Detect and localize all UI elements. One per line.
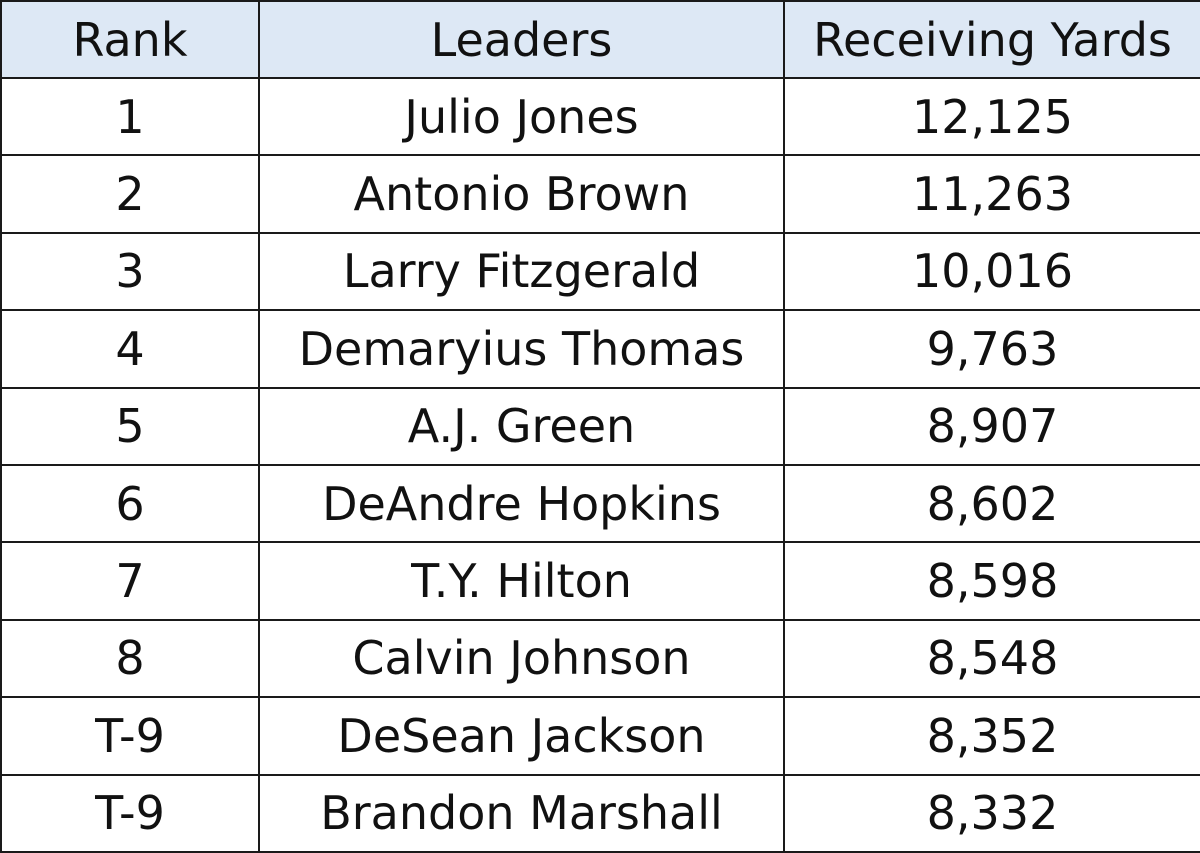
rank-cell: 2 — [0, 154, 260, 234]
rank-cell: 4 — [0, 309, 260, 389]
table-row: 4 Demaryius Thomas 9,763 — [0, 309, 1200, 389]
table-row: 5 A.J. Green 8,907 — [0, 386, 1200, 466]
yards-cell: 8,352 — [783, 696, 1200, 776]
rank-cell: 7 — [0, 541, 260, 621]
leader-name-cell: DeAndre Hopkins — [258, 463, 785, 544]
yards-cell: 8,332 — [783, 773, 1200, 853]
yards-cell: 8,598 — [783, 541, 1200, 621]
table-row: T-9 Brandon Marshall 8,332 — [0, 773, 1200, 853]
yards-cell: 8,907 — [783, 386, 1200, 466]
rank-cell: 1 — [0, 76, 260, 157]
table-header-row: Rank Leaders Receiving Yards — [0, 0, 1200, 79]
table-row: 8 Calvin Johnson 8,548 — [0, 618, 1200, 699]
yards-cell: 10,016 — [783, 231, 1200, 312]
rank-cell: 5 — [0, 386, 260, 466]
header-receiving-yards: Receiving Yards — [783, 0, 1200, 79]
header-leaders: Leaders — [258, 0, 785, 79]
yards-cell: 8,602 — [783, 463, 1200, 544]
rank-cell: 3 — [0, 231, 260, 312]
table-row: 7 T.Y. Hilton 8,598 — [0, 541, 1200, 621]
yards-cell: 11,263 — [783, 154, 1200, 234]
leader-name-cell: Larry Fitzgerald — [258, 231, 785, 312]
leader-name-cell: Julio Jones — [258, 76, 785, 157]
rank-cell: T-9 — [0, 773, 260, 853]
header-rank: Rank — [0, 0, 260, 79]
yards-cell: 9,763 — [783, 309, 1200, 389]
leader-name-cell: Antonio Brown — [258, 154, 785, 234]
yards-cell: 12,125 — [783, 76, 1200, 157]
table-row: 6 DeAndre Hopkins 8,602 — [0, 463, 1200, 544]
table-row: T-9 DeSean Jackson 8,352 — [0, 696, 1200, 776]
leader-name-cell: DeSean Jackson — [258, 696, 785, 776]
leader-name-cell: A.J. Green — [258, 386, 785, 466]
leader-name-cell: Brandon Marshall — [258, 773, 785, 853]
rank-cell: 8 — [0, 618, 260, 699]
leader-name-cell: T.Y. Hilton — [258, 541, 785, 621]
leader-name-cell: Demaryius Thomas — [258, 309, 785, 389]
rank-cell: 6 — [0, 463, 260, 544]
yards-cell: 8,548 — [783, 618, 1200, 699]
leader-name-cell: Calvin Johnson — [258, 618, 785, 699]
rank-cell: T-9 — [0, 696, 260, 776]
table-row: 3 Larry Fitzgerald 10,016 — [0, 231, 1200, 312]
table-row: 2 Antonio Brown 11,263 — [0, 154, 1200, 234]
table-row: 1 Julio Jones 12,125 — [0, 76, 1200, 157]
